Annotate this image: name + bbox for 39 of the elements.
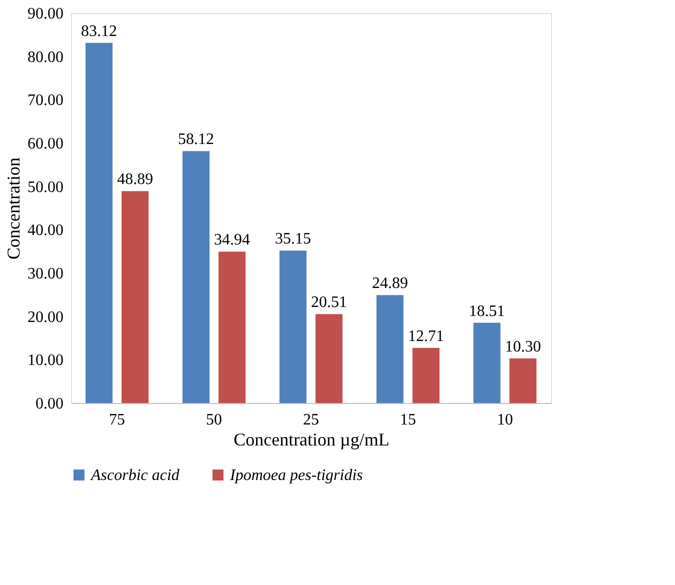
y-tick-label: 10.00 <box>28 352 64 370</box>
bar <box>279 250 306 403</box>
bar <box>86 42 113 403</box>
legend-label: Ipomoea pes-tigridis <box>229 467 363 484</box>
x-axis-title: Concentration µg/mL <box>234 430 390 450</box>
y-tick-label: 20.00 <box>28 308 64 326</box>
x-tick-label: 10 <box>496 412 513 428</box>
y-tick-label: 80.00 <box>28 48 64 66</box>
data-label: 83.12 <box>81 22 118 40</box>
y-tick-label: 30.00 <box>28 266 64 282</box>
bar <box>182 151 210 403</box>
data-label: 12.71 <box>408 328 444 345</box>
data-label: 34.94 <box>214 232 250 249</box>
data-label: 58.12 <box>178 131 214 148</box>
data-label: 35.15 <box>274 230 311 248</box>
data-label: 10.30 <box>504 338 541 356</box>
data-label: 24.89 <box>372 275 408 292</box>
data-label: 18.51 <box>468 302 505 320</box>
y-tick-label: 90.00 <box>28 6 64 22</box>
bar <box>122 191 149 403</box>
data-label: 20.51 <box>311 294 348 312</box>
bar <box>218 252 246 403</box>
data-label: 48.89 <box>117 171 154 188</box>
legend-label: Ascorbic acid <box>90 467 180 484</box>
bar <box>412 348 440 403</box>
x-tick-label: 25 <box>303 412 319 428</box>
bar <box>316 314 343 403</box>
y-tick-label: 70.00 <box>28 92 64 110</box>
x-tick-label: 15 <box>400 412 416 428</box>
y-tick-label: 50.00 <box>28 178 64 196</box>
y-tick-label: 60.00 <box>28 136 64 152</box>
bar <box>509 358 536 403</box>
x-tick-label: 50 <box>206 412 222 428</box>
bar <box>376 295 404 403</box>
y-tick-label: 0.00 <box>36 396 64 412</box>
y-axis-title: Concentration <box>4 158 24 260</box>
y-tick-label: 40.00 <box>28 222 64 240</box>
bar <box>473 322 500 403</box>
x-tick-label: 75 <box>109 412 126 428</box>
